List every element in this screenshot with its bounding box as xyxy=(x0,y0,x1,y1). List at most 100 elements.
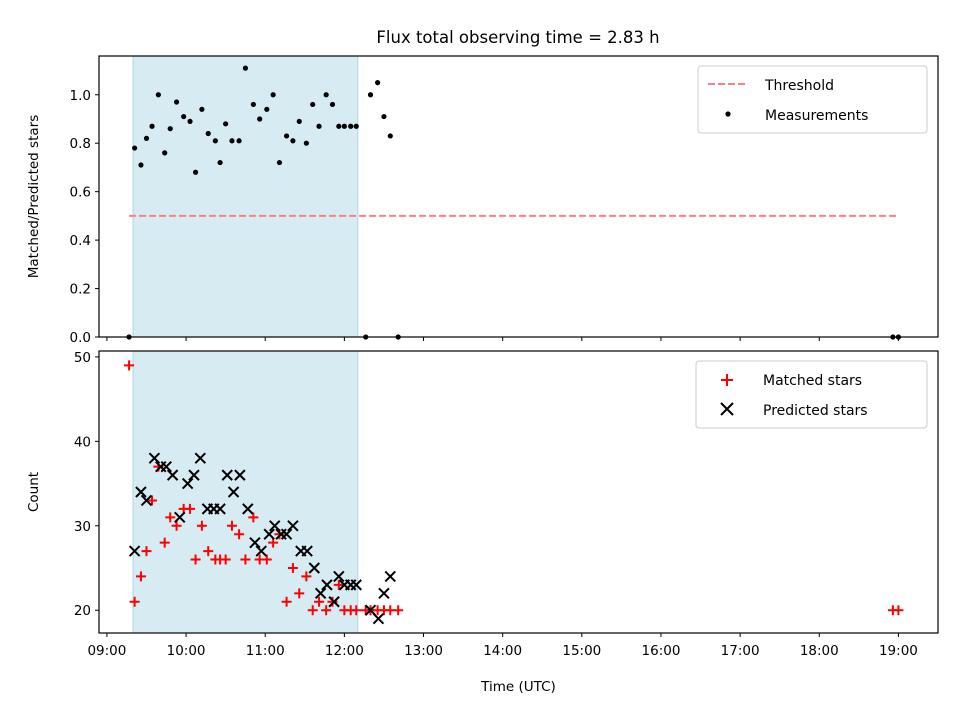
y-tick-label: 0.4 xyxy=(70,233,91,249)
matched-point xyxy=(135,571,146,582)
matched-point xyxy=(327,596,338,607)
legend-predicted-label: Predicted stars xyxy=(763,403,868,419)
legend-frame xyxy=(697,65,928,134)
measurement-point xyxy=(290,138,296,144)
predicted-point xyxy=(333,570,345,583)
measurement-point xyxy=(162,150,168,156)
matched-point xyxy=(220,554,231,565)
measurement-point xyxy=(310,101,316,108)
observing-window-shade xyxy=(133,351,358,633)
measurement-point xyxy=(276,159,283,166)
matched-point xyxy=(314,596,325,607)
legend-matched-label: Matched stars xyxy=(763,373,862,389)
predicted-point xyxy=(188,469,200,481)
measurement-point xyxy=(181,113,187,120)
x-tick-label: 10:00 xyxy=(167,643,206,659)
matched-point xyxy=(261,554,272,565)
measurement-point xyxy=(132,145,138,151)
predicted-point xyxy=(128,545,141,557)
measurement-point xyxy=(229,138,235,144)
predicted-point xyxy=(214,503,226,515)
measurement-point xyxy=(192,169,199,175)
matched-point xyxy=(287,562,298,573)
predicted-point xyxy=(314,587,327,600)
measurement-point xyxy=(367,92,374,98)
y-tick-label: 40 xyxy=(74,434,91,450)
predicted-point xyxy=(166,469,179,481)
x-tick-label: 16:00 xyxy=(642,643,681,659)
matched-point xyxy=(129,596,140,607)
y-axis-label: Count xyxy=(26,472,42,512)
predicted-point xyxy=(242,503,254,515)
matched-point xyxy=(165,512,176,523)
measurement-point xyxy=(205,130,211,137)
axes-frame xyxy=(98,350,939,634)
chart-title: Flux total observing time = 2.83 h xyxy=(376,28,659,47)
measurement-point xyxy=(381,113,387,120)
observing-window-shade xyxy=(133,56,358,337)
matched-point xyxy=(190,554,201,565)
measurement-point xyxy=(155,92,161,98)
legend-matched-swatch xyxy=(721,374,733,386)
matched-point xyxy=(240,554,251,565)
measurement-point xyxy=(212,138,218,144)
measurement-point xyxy=(387,133,393,139)
y-tick-label: 1.0 xyxy=(70,88,91,104)
counts-panel: 20 30 40 50 09:00 10:00 11:00 12:00 13:00 14:00 15… xyxy=(26,350,939,695)
x-tick-label: 19:00 xyxy=(879,643,918,659)
x-tick-label: 13:00 xyxy=(404,643,443,659)
measurement-point xyxy=(236,138,242,144)
measurement-point xyxy=(336,123,342,129)
x-tick-label: 11:00 xyxy=(246,643,285,659)
matched-point xyxy=(351,605,362,616)
measurement-point xyxy=(149,123,155,129)
matched-point xyxy=(307,605,318,616)
matched-point xyxy=(159,537,170,548)
predicted-point xyxy=(181,477,194,490)
measurement-point xyxy=(257,116,263,122)
measurement-point xyxy=(296,118,302,125)
legend-threshold-label: Threshold xyxy=(764,78,834,94)
matched-point xyxy=(234,529,245,540)
matched-point xyxy=(321,605,332,616)
predicted-point xyxy=(301,545,313,557)
predicted-point xyxy=(378,587,390,600)
predicted-point xyxy=(372,612,385,625)
legend-measurement-swatch xyxy=(725,111,731,117)
measurement-point xyxy=(316,123,322,129)
axes-frame xyxy=(98,55,939,338)
predicted-point xyxy=(263,528,275,540)
measurement-point xyxy=(167,126,173,132)
x-tick-label: 18:00 xyxy=(800,643,839,659)
predicted-point xyxy=(287,520,299,532)
x-tick-label: 12:00 xyxy=(325,643,364,659)
legend: Threshold Measurements xyxy=(697,65,928,134)
matched-point xyxy=(185,503,196,514)
measurement-point xyxy=(329,101,336,108)
measurement-point xyxy=(242,65,249,71)
matched-point xyxy=(141,546,152,557)
measurement-point xyxy=(348,123,354,129)
predicted-point xyxy=(174,511,186,524)
measurement-point xyxy=(353,123,359,129)
legend-measurement-label: Measurements xyxy=(765,108,868,124)
legend: Matched stars Predicted stars xyxy=(695,360,928,429)
measurement-point xyxy=(173,99,180,105)
measurement-point xyxy=(323,92,329,98)
y-tick-label: 30 xyxy=(74,519,91,535)
predicted-point xyxy=(308,562,320,574)
predicted-point xyxy=(350,579,362,591)
ratio-panel: 0.0 0.2 0.4 0.6 0.8 1.0 Matched/Predicted star… xyxy=(26,55,939,346)
measurement-point xyxy=(187,118,193,125)
predicted-point xyxy=(194,452,207,464)
predicted-point xyxy=(148,452,161,464)
x-tick-label: 15:00 xyxy=(562,643,601,659)
x-axis-label: Time (UTC) xyxy=(480,679,556,695)
x-tick-label: 17:00 xyxy=(721,643,760,659)
y-tick-label: 0.8 xyxy=(70,136,91,152)
matched-point xyxy=(294,588,305,599)
matched-point xyxy=(393,605,404,616)
measurement-point xyxy=(283,133,290,139)
y-tick-label: 20 xyxy=(74,603,91,619)
